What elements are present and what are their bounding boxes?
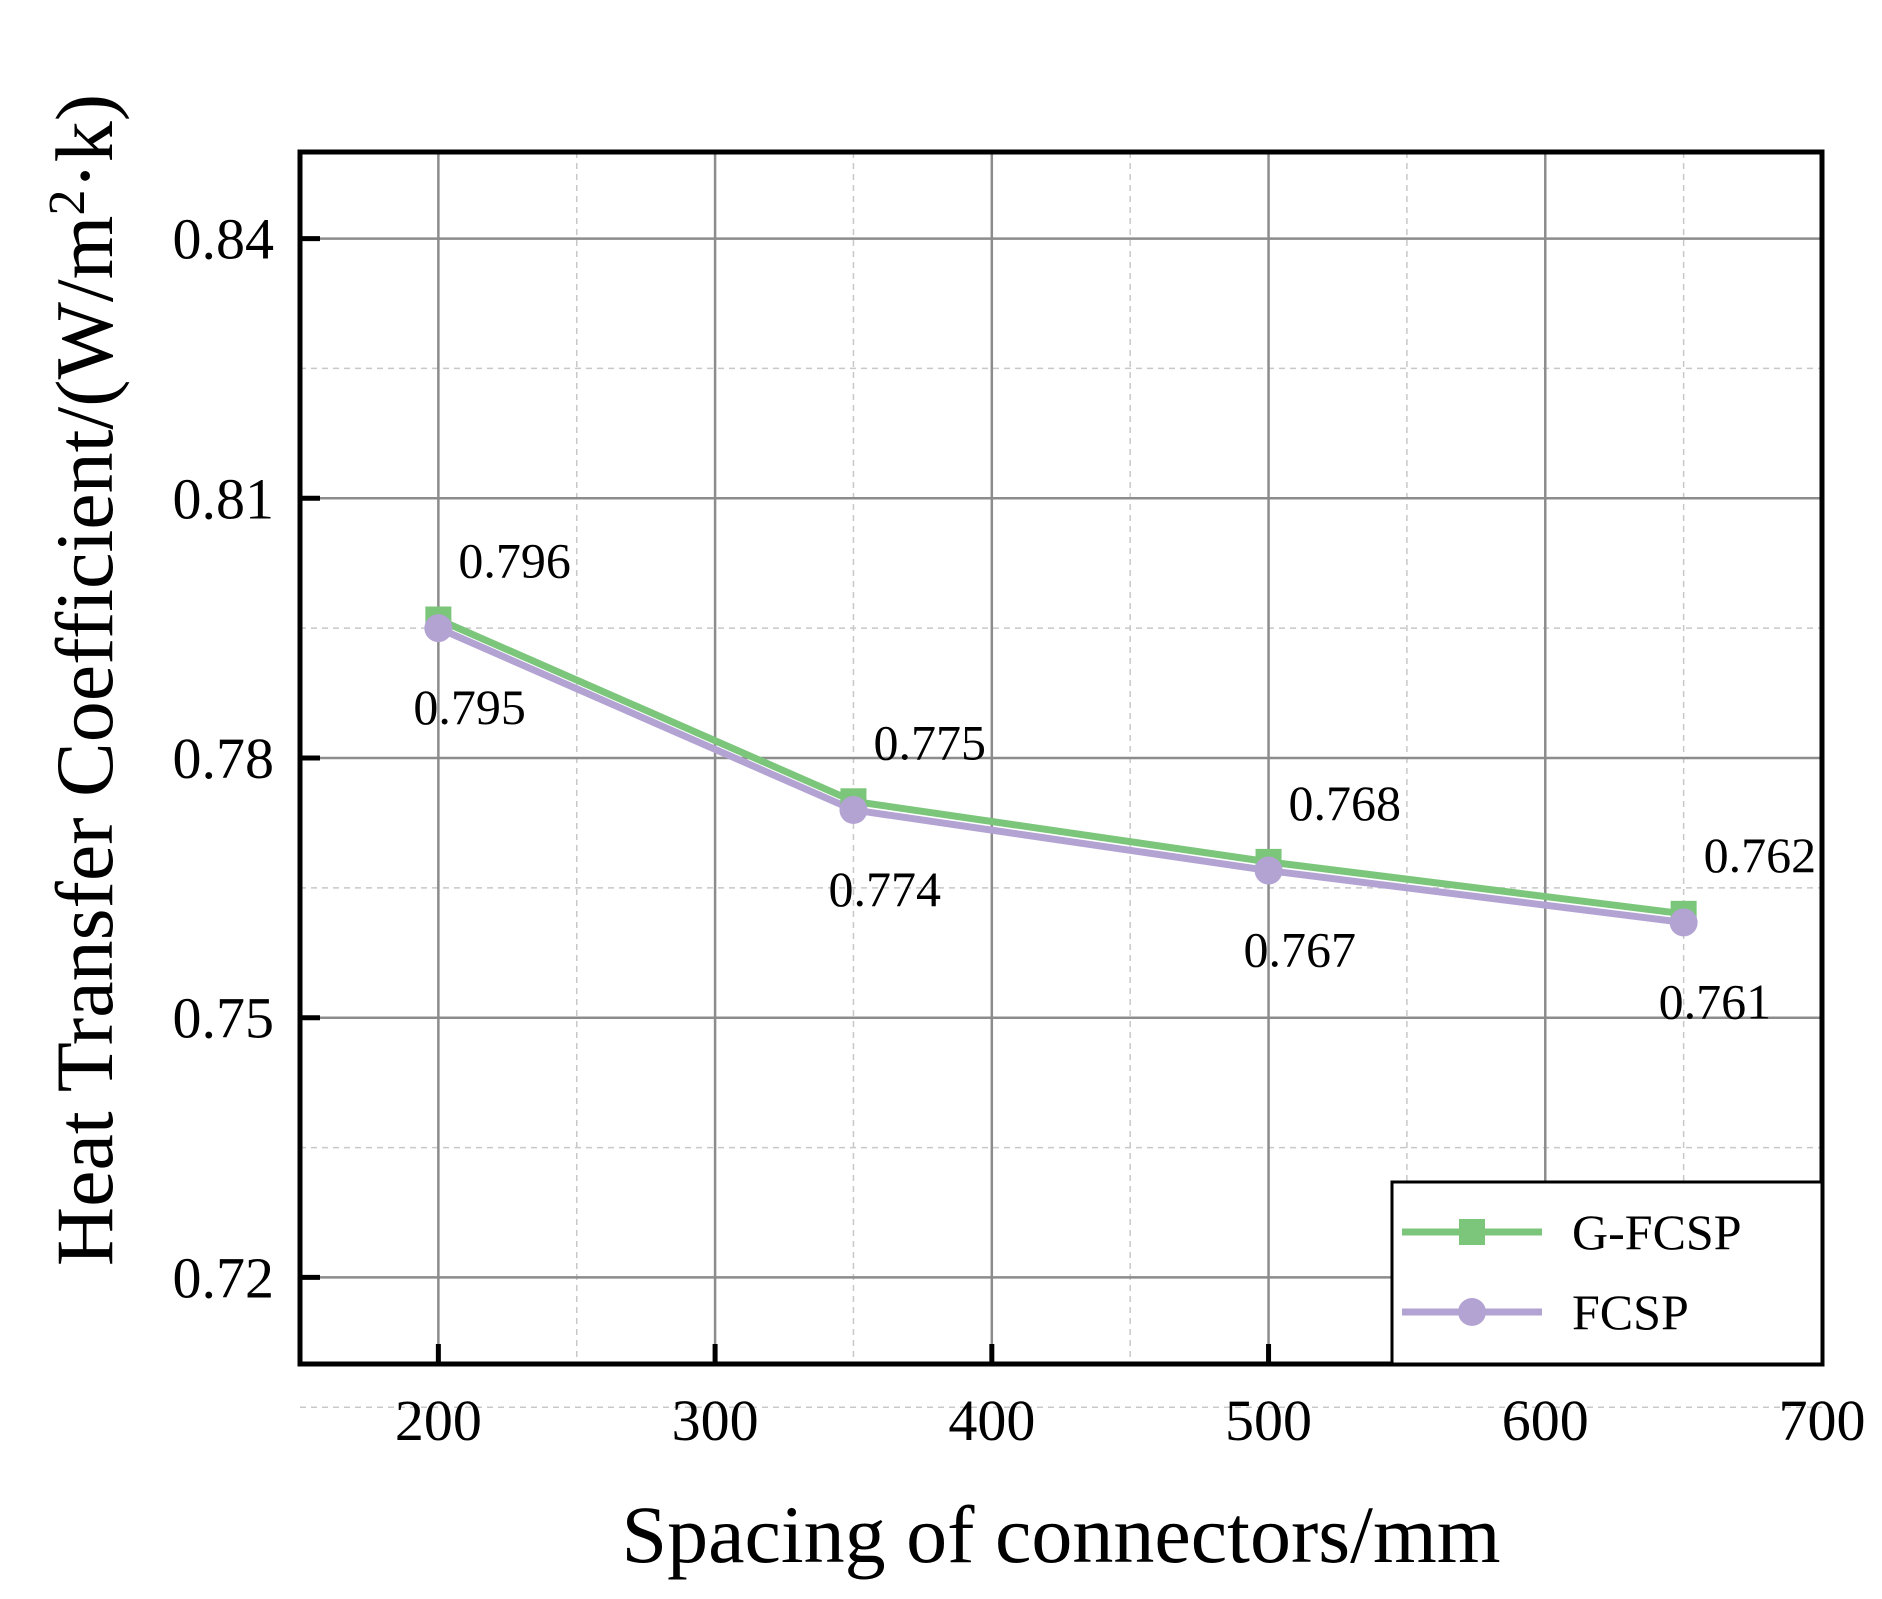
series-marker-circle	[1254, 856, 1283, 885]
x-tick-label: 200	[395, 1388, 482, 1453]
x-axis-title: Spacing of connectors/mm	[621, 1489, 1500, 1580]
x-tick-label: 500	[1225, 1388, 1312, 1453]
x-tick-label: 700	[1779, 1388, 1866, 1453]
y-tick-label: 0.72	[173, 1245, 275, 1310]
y-axis-ticks	[300, 236, 320, 1280]
data-label: 0.768	[1289, 775, 1402, 831]
series-marker-circle	[424, 614, 453, 643]
x-tick-label: 300	[672, 1388, 759, 1453]
series-marker-circle	[1669, 908, 1698, 937]
legend-marker-circle	[1458, 1298, 1486, 1326]
series-line-1	[434, 624, 1688, 926]
data-label: 0.774	[828, 861, 941, 917]
data-label: 0.795	[413, 679, 526, 735]
y-tick-label: 0.81	[173, 466, 275, 531]
y-axis-title-superscript: 2	[39, 190, 96, 216]
y-axis-title-tail: ·k)	[39, 94, 130, 190]
x-tick-label: 400	[948, 1388, 1035, 1453]
y-axis-title: Heat Transfer Coefficient/(W/m2·k)	[39, 94, 130, 1266]
series-markers	[424, 606, 1698, 937]
data-label: 0.775	[873, 714, 986, 770]
series-marker-circle	[839, 795, 868, 824]
series-line-0	[434, 615, 1688, 918]
data-labels: 0.796 0.775 0.768 0.762 0.795 0.774 0.767 0.761	[413, 532, 1816, 1029]
x-tick-label: 600	[1502, 1388, 1589, 1453]
legend: G-FCSP FCSP	[1390, 1180, 1824, 1366]
legend-label: FCSP	[1572, 1284, 1689, 1340]
legend-marker-square	[1459, 1219, 1485, 1245]
y-tick-label: 0.75	[173, 986, 275, 1051]
y-tick-label: 0.78	[173, 726, 275, 791]
y-tick-label: 0.84	[173, 207, 275, 272]
legend-box	[1390, 1180, 1824, 1366]
data-label: 0.796	[458, 532, 571, 588]
data-label: 0.767	[1244, 922, 1357, 978]
y-axis-title-main: Heat Transfer Coefficient/(W/m	[39, 216, 130, 1267]
data-label: 0.762	[1704, 827, 1817, 883]
series-lines	[434, 615, 1688, 926]
data-label: 0.761	[1659, 973, 1772, 1029]
legend-label: G-FCSP	[1572, 1204, 1742, 1260]
x-axis-tick-labels: 200 300 400 500 600 700	[395, 1388, 1866, 1453]
y-axis-tick-labels: 0.72 0.75 0.78 0.81 0.84	[173, 207, 275, 1311]
